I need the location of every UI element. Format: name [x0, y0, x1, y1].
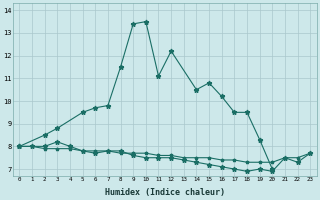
X-axis label: Humidex (Indice chaleur): Humidex (Indice chaleur) — [105, 188, 225, 197]
